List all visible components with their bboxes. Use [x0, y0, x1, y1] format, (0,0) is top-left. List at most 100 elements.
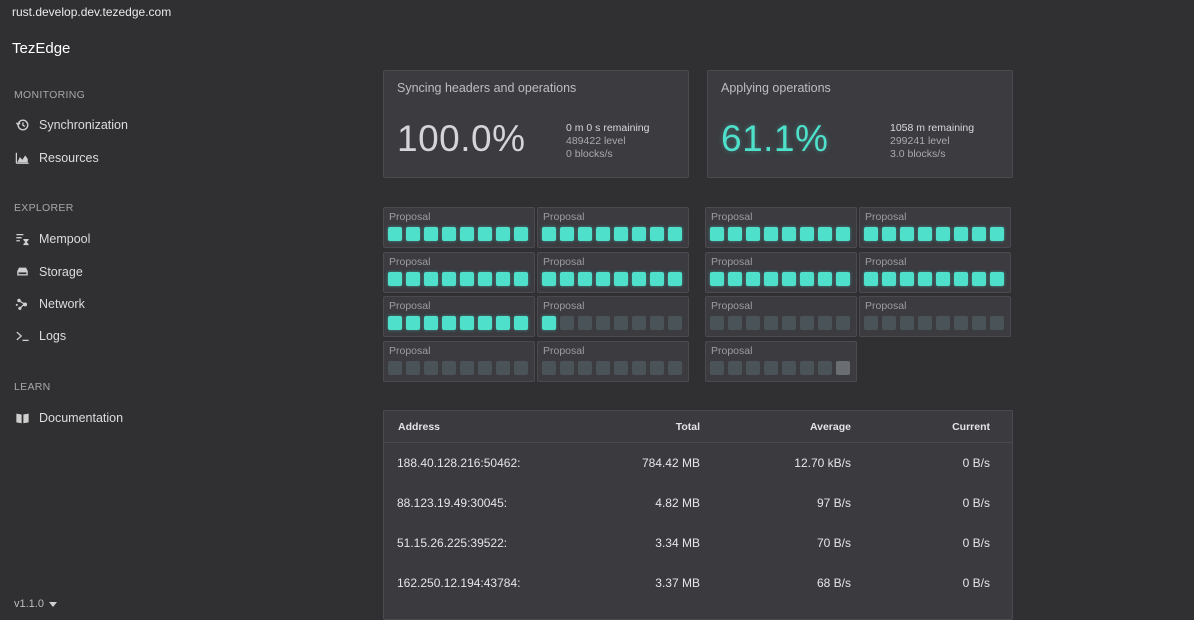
block-pending: [800, 316, 814, 330]
table-row[interactable]: 88.123.19.49:30045: 4.82 MB 97 B/s 0 B/s: [384, 483, 1012, 523]
block-applied: [990, 227, 1004, 241]
proposal-blocks: [542, 360, 682, 375]
proposal-blocks: [388, 271, 528, 286]
block-applied: [782, 271, 796, 286]
header-current[interactable]: Current: [952, 421, 990, 433]
block-applied: [836, 227, 850, 241]
block-applied: [650, 271, 664, 286]
block-pending: [578, 316, 592, 330]
sidebar-item-label: Mempool: [39, 232, 91, 246]
caret-down-icon: [48, 601, 57, 607]
block-pending: [650, 360, 664, 375]
block-applied: [578, 227, 592, 241]
apply-remaining: 1058 m remaining: [890, 122, 975, 134]
block-pending: [478, 360, 492, 375]
block-applied: [632, 271, 646, 286]
proposal-box[interactable]: Proposal: [705, 296, 857, 337]
proposal-blocks: [710, 271, 850, 286]
proposal-label: Proposal: [543, 300, 585, 312]
block-applied: [668, 271, 682, 286]
sidebar-item-label: Logs: [39, 329, 67, 343]
block-pending: [990, 316, 1004, 330]
block-applied: [972, 271, 986, 286]
block-pending: [782, 316, 796, 330]
proposal-box[interactable]: Proposal: [705, 207, 857, 248]
block-applied: [614, 271, 628, 286]
proposal-box[interactable]: Proposal: [383, 207, 535, 248]
cell-current: 0 B/s: [962, 536, 990, 550]
block-pending: [614, 316, 628, 330]
cell-address: 188.40.128.216:50462:: [397, 456, 521, 470]
sidebar-item-documentation[interactable]: Documentation: [14, 408, 123, 428]
app-title[interactable]: TezEdge: [12, 40, 71, 57]
block-pending: [864, 316, 878, 330]
apply-rate: 3.0 blocks/s: [890, 148, 946, 160]
block-pending: [632, 316, 646, 330]
proposal-box[interactable]: Proposal: [859, 207, 1011, 248]
version-selector[interactable]: v1.1.0: [14, 598, 57, 610]
block-applied: [460, 271, 474, 286]
browser-url: rust.develop.dev.tezedge.com: [12, 5, 172, 19]
proposal-box[interactable]: Proposal: [859, 296, 1011, 337]
block-pending: [746, 316, 760, 330]
block-applied: [746, 271, 760, 286]
cell-total: 784.42 MB: [641, 456, 700, 470]
proposal-blocks: [388, 360, 528, 375]
proposal-box[interactable]: Proposal: [705, 251, 857, 293]
sync-card-title: Syncing headers and operations: [397, 81, 577, 95]
proposal-box[interactable]: Proposal: [537, 340, 689, 382]
proposal-label: Proposal: [865, 300, 907, 312]
block-applied: [818, 271, 832, 286]
sidebar-item-logs[interactable]: Logs: [14, 326, 66, 346]
block-applied: [424, 227, 438, 241]
proposal-label: Proposal: [543, 255, 585, 268]
sync-percent: 100.0%: [397, 118, 526, 159]
sidebar-item-storage[interactable]: Storage: [14, 262, 83, 282]
block-applied: [990, 271, 1004, 286]
block-applied: [406, 316, 420, 330]
proposal-box[interactable]: Proposal: [705, 340, 857, 382]
block-pending: [710, 360, 724, 375]
block-applied: [746, 227, 760, 241]
proposal-box[interactable]: Proposal: [383, 340, 535, 382]
table-row[interactable]: 51.15.26.225:39522: 3.34 MB 70 B/s 0 B/s: [384, 523, 1012, 563]
storage-icon: [14, 265, 30, 279]
proposal-box[interactable]: Proposal: [537, 251, 689, 293]
table-row[interactable]: 188.40.128.216:50462: 784.42 MB 12.70 kB…: [384, 443, 1012, 483]
block-applied: [864, 227, 878, 241]
proposal-blocks: [710, 360, 850, 375]
header-average[interactable]: Average: [809, 421, 851, 433]
block-pending: [728, 316, 742, 330]
proposal-box[interactable]: Proposal: [537, 207, 689, 248]
sidebar-item-network[interactable]: Network: [14, 294, 85, 314]
block-pending: [836, 316, 850, 330]
header-total[interactable]: Total: [675, 421, 700, 433]
proposal-box[interactable]: Proposal: [859, 251, 1011, 293]
block-applied: [496, 271, 510, 286]
header-address[interactable]: Address: [398, 421, 441, 433]
block-applied: [560, 271, 574, 286]
sidebar-item-resources[interactable]: Resources: [14, 148, 99, 168]
proposal-box[interactable]: Proposal: [537, 296, 689, 337]
book-icon: [14, 411, 30, 425]
block-applied: [818, 227, 832, 241]
block-pending: [650, 316, 664, 330]
block-applied: [936, 271, 950, 286]
block-applied: [442, 316, 456, 330]
block-pending: [710, 316, 724, 330]
cell-current: 0 B/s: [962, 456, 990, 470]
block-applied: [596, 271, 610, 286]
cell-total: 3.34 MB: [655, 536, 700, 550]
table-row[interactable]: 162.250.12.194:43784: 3.37 MB 68 B/s 0 B…: [384, 563, 1012, 603]
block-applied: [782, 227, 796, 241]
sidebar-item-mempool[interactable]: Mempool: [14, 229, 90, 249]
block-pending: [900, 316, 914, 330]
sidebar-item-synchronization[interactable]: Synchronization: [14, 115, 128, 135]
proposal-box[interactable]: Proposal: [383, 296, 535, 337]
block-applied: [542, 316, 556, 330]
proposal-box[interactable]: Proposal: [383, 251, 535, 293]
proposal-blocks: [388, 227, 528, 241]
sidebar-item-label: Synchronization: [39, 118, 128, 132]
block-pending: [882, 316, 896, 330]
block-pending: [728, 360, 742, 375]
